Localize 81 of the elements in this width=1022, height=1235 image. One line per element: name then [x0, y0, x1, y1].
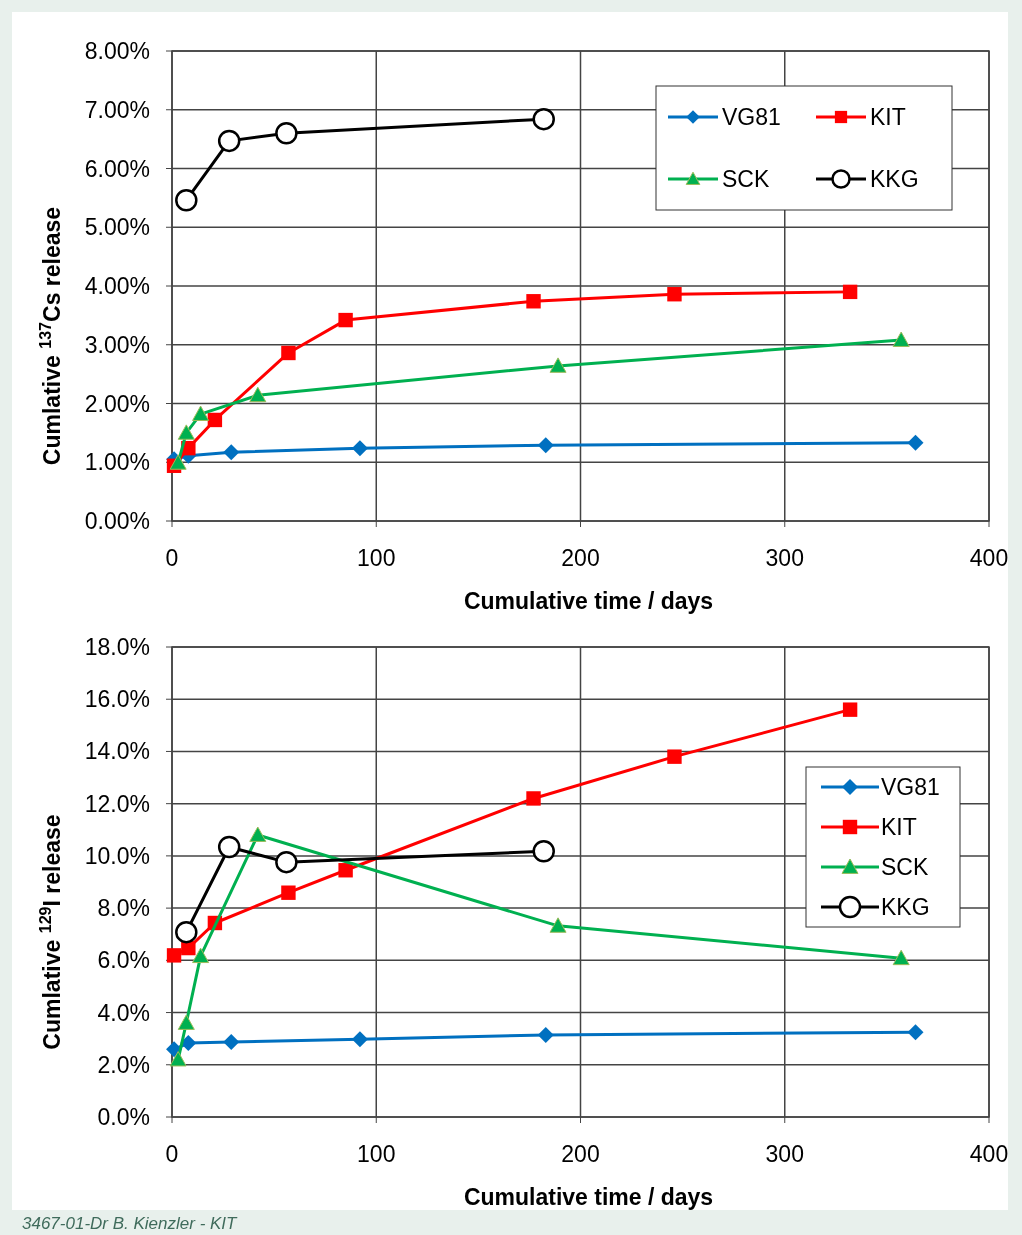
point [351, 1031, 368, 1048]
point [549, 357, 567, 373]
y-tick-label: 8.0% [97, 895, 150, 922]
point [249, 826, 267, 842]
point [532, 839, 555, 863]
legend-label: SCK [722, 166, 770, 192]
x-tick-label: 400 [969, 1141, 1009, 1167]
point [842, 702, 858, 717]
point [275, 850, 298, 874]
point [526, 294, 541, 309]
y-tick-label: 16.0% [84, 686, 150, 713]
point [526, 791, 541, 806]
point [192, 405, 210, 421]
y-tick-label: 7.00% [84, 96, 150, 123]
point [907, 1024, 924, 1041]
point [537, 1027, 554, 1044]
point [842, 284, 858, 300]
y-tick-label: 0.00% [84, 508, 150, 534]
x-tick-label: 0 [165, 1141, 179, 1167]
y-tick-label: 4.0% [97, 999, 150, 1026]
legend-label: KIT [870, 104, 906, 130]
point [175, 920, 198, 944]
point [892, 949, 910, 966]
y-tick-label: 8.00% [84, 38, 150, 64]
point [549, 917, 567, 933]
y-tick-label: 0.0% [97, 1104, 150, 1130]
legend-label: KIT [881, 814, 917, 840]
point [532, 107, 555, 131]
x-tick-label: 400 [969, 545, 1009, 571]
x-tick-label: 300 [765, 1141, 804, 1167]
x-tick-label: 100 [357, 1141, 396, 1167]
point [281, 345, 296, 361]
point [177, 424, 195, 440]
point [892, 331, 910, 347]
point [192, 947, 210, 964]
point [217, 835, 241, 859]
y-tick-label: 18.0% [84, 634, 150, 660]
point [667, 287, 682, 302]
point [177, 1014, 195, 1030]
point [338, 312, 353, 328]
point [338, 863, 353, 878]
x-tick-label: 200 [561, 545, 600, 571]
point [275, 122, 298, 145]
y-tick-label: 2.0% [97, 1051, 150, 1078]
point [281, 885, 296, 900]
y-tick-label: 2.00% [84, 390, 150, 417]
y-tick-label: 14.0% [84, 738, 150, 765]
legend-label: KKG [881, 894, 930, 920]
legend-label: VG81 [881, 774, 940, 800]
y-tick-label: 1.00% [84, 449, 150, 476]
point [351, 440, 368, 457]
x-tick-label: 0 [165, 545, 179, 571]
legend-label: SCK [881, 854, 929, 880]
x-tick-label: 300 [765, 545, 804, 571]
y-tick-label: 6.0% [97, 947, 150, 974]
point [169, 454, 187, 470]
point [217, 129, 241, 153]
point [667, 749, 682, 764]
x-axis-title: Cumulative time / days [463, 1184, 714, 1210]
point [907, 434, 924, 451]
y-tick-label: 10.0% [84, 842, 150, 869]
point [207, 412, 223, 428]
legend-label: VG81 [722, 104, 781, 130]
point [175, 188, 198, 212]
point [223, 444, 240, 461]
text: 3467-01-Dr B. Kienzler - KIT [22, 1214, 239, 1233]
y-tick-label: 5.00% [84, 214, 150, 241]
y-tick-label: 12.0% [84, 790, 150, 817]
point [223, 1034, 240, 1051]
legend-label: KKG [870, 166, 919, 192]
y-tick-label: 4.00% [84, 273, 150, 299]
point [166, 948, 182, 963]
y-tick-label: 6.00% [84, 155, 150, 182]
x-tick-label: 100 [357, 545, 396, 571]
point [249, 386, 267, 403]
x-tick-label: 200 [561, 1141, 600, 1167]
point [169, 1051, 187, 1067]
point [537, 437, 554, 454]
x-axis-title: Cumulative time / days [463, 588, 714, 614]
y-tick-label: 3.00% [84, 331, 150, 358]
point [181, 940, 196, 956]
